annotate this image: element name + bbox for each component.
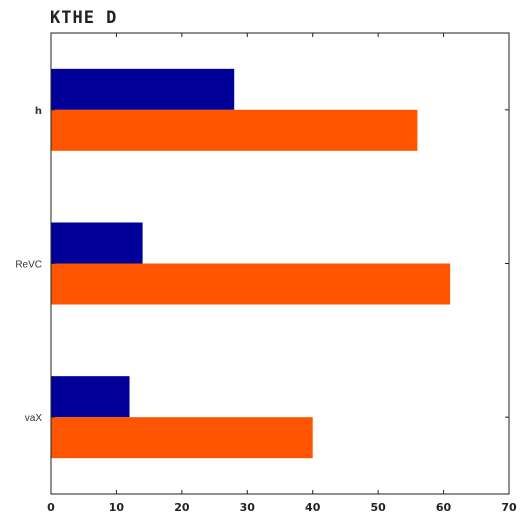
- y-tick-label: ReVC: [15, 260, 42, 271]
- bar-vaX-series-1: [51, 376, 130, 418]
- x-tick-label: 0: [47, 501, 55, 514]
- y-tick-label: vaX: [25, 413, 43, 424]
- bar-vaX-series-2: [51, 417, 313, 459]
- plot-area: [51, 68, 451, 459]
- y-tick-label: h: [35, 106, 42, 117]
- x-tick-label: 50: [370, 501, 386, 514]
- x-tick-label: 10: [109, 501, 125, 514]
- bar-h-series-2: [51, 109, 418, 151]
- x-tick-label: 30: [240, 501, 256, 514]
- x-tick-label: 60: [436, 501, 452, 514]
- bar-h-series-1: [51, 68, 235, 110]
- x-tick-label: 70: [501, 501, 517, 514]
- bar-ReVC-series-2: [51, 263, 451, 305]
- x-tick-label: 40: [305, 501, 321, 514]
- x-axis: 0 10 20 30 40 50 60 70: [47, 33, 517, 514]
- x-tick-label: 20: [174, 501, 190, 514]
- y-axis: h ReVC vaX: [15, 106, 509, 424]
- chart-title: KTHE D: [50, 8, 117, 28]
- bar-ReVC-series-1: [51, 222, 143, 264]
